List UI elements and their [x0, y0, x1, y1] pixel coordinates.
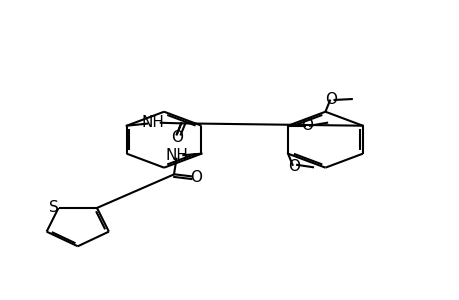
Text: S: S [49, 200, 59, 214]
Text: NH: NH [141, 115, 164, 130]
Text: O: O [325, 92, 336, 106]
Text: O: O [287, 159, 299, 174]
Text: O: O [170, 130, 182, 145]
Text: O: O [190, 170, 202, 185]
Text: NH: NH [165, 148, 188, 163]
Text: O: O [301, 118, 313, 133]
